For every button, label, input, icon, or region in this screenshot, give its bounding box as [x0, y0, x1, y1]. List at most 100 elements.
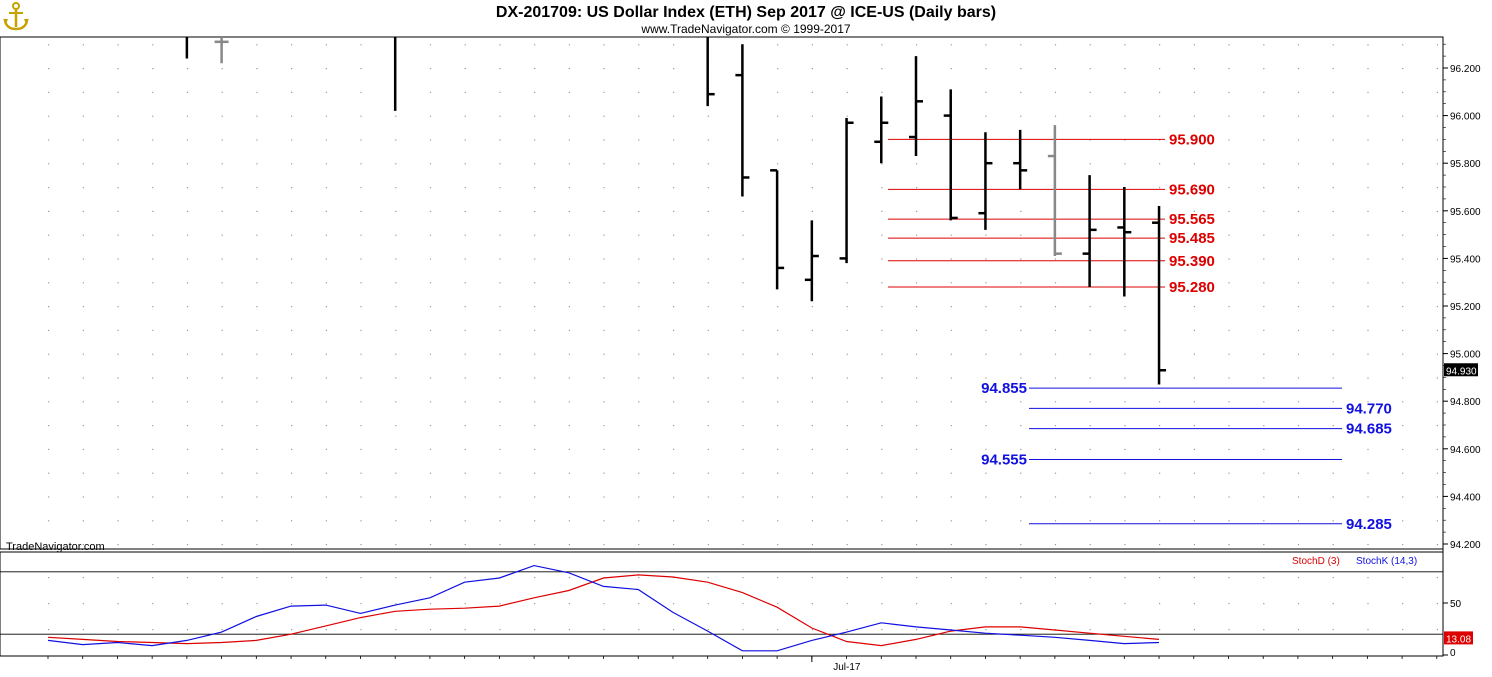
grid-dot	[707, 258, 709, 260]
grid-dot	[1297, 306, 1300, 308]
grid-dot	[1020, 377, 1022, 379]
grid-dot	[846, 44, 848, 46]
grid-dot	[291, 91, 293, 93]
grid-dot	[673, 496, 675, 498]
grid-dot	[1332, 377, 1334, 379]
grid-dot	[603, 520, 605, 522]
grid-dot	[1367, 520, 1369, 522]
grid-dot	[742, 210, 744, 212]
grid-dot	[534, 306, 536, 308]
grid-dot	[1124, 544, 1126, 546]
grid-dot	[1228, 401, 1230, 403]
resistance-label: 95.690	[1169, 181, 1215, 198]
grid-dot	[499, 496, 501, 498]
grid-dot	[429, 377, 432, 379]
grid-dot	[916, 496, 918, 498]
grid-dot	[256, 377, 258, 379]
grid-dot	[1228, 425, 1230, 427]
grid-dot	[568, 187, 570, 189]
grid-dot	[1402, 425, 1404, 427]
grid-dot	[1297, 425, 1300, 427]
grid-dot	[811, 520, 813, 522]
grid-dot	[742, 234, 744, 236]
grid-dot	[638, 496, 640, 498]
grid-dot	[1332, 187, 1334, 189]
grid-dot	[1159, 577, 1161, 579]
grid-dot	[1228, 472, 1230, 474]
grid-dot	[1193, 520, 1195, 522]
grid-dot	[950, 603, 952, 605]
grid-dot	[291, 44, 293, 46]
grid-dot	[186, 282, 189, 284]
grid-dot	[429, 163, 432, 165]
grid-dot	[811, 544, 813, 546]
grid-dot	[568, 91, 570, 93]
grid-dot	[1367, 91, 1369, 93]
grid-dot	[1124, 448, 1126, 450]
support-label: 94.770	[1346, 400, 1392, 417]
grid-dot	[221, 258, 223, 260]
grid-dot	[846, 425, 848, 427]
grid-dot	[742, 377, 744, 379]
grid-dot	[777, 139, 779, 141]
grid-dot	[1054, 353, 1057, 355]
grid-dot	[291, 377, 293, 379]
grid-dot	[1124, 353, 1126, 355]
grid-dot	[48, 544, 50, 546]
price-tick-label: 94.200	[1450, 540, 1481, 551]
grid-dot	[1263, 544, 1265, 546]
grid-dot	[950, 329, 952, 331]
grid-dot	[638, 377, 640, 379]
grid-dot	[464, 353, 466, 355]
grid-dot	[499, 520, 501, 522]
grid-dot	[985, 377, 987, 379]
grid-dot	[256, 187, 258, 189]
grid-dot	[1297, 603, 1300, 605]
grid-dot	[1367, 353, 1369, 355]
grid-dot	[881, 68, 883, 70]
grid-dot	[1020, 329, 1022, 331]
grid-dot	[291, 115, 293, 117]
grid-dot	[464, 496, 466, 498]
grid-dot	[811, 603, 813, 605]
grid-dot	[777, 544, 779, 546]
grid-dot	[82, 282, 84, 284]
grid-dot	[534, 210, 536, 212]
grid-dot	[811, 401, 813, 403]
grid-dot	[846, 91, 848, 93]
price-tick-label: 96.000	[1450, 112, 1481, 123]
grid-dot	[707, 520, 709, 522]
grid-dot	[1332, 629, 1334, 631]
grid-dot	[638, 115, 640, 117]
grid-dot	[499, 234, 501, 236]
grid-dot	[1089, 425, 1091, 427]
grid-dot	[534, 353, 536, 355]
grid-dot	[48, 520, 50, 522]
ohlc-bar	[1152, 206, 1167, 385]
grid-dot	[256, 603, 258, 605]
grid-dot	[707, 603, 709, 605]
grid-dot	[1263, 163, 1265, 165]
grid-dot	[534, 68, 536, 70]
grid-dot	[1297, 520, 1300, 522]
grid-dot	[1020, 234, 1022, 236]
grid-dot	[1089, 577, 1091, 579]
grid-dot	[534, 520, 536, 522]
last-price-badge-bg	[1444, 363, 1478, 377]
grid-dot	[881, 353, 883, 355]
grid-dot	[1332, 210, 1334, 212]
grid-dot	[325, 544, 327, 546]
ohlc-bar	[1013, 129, 1028, 190]
grid-dot	[1193, 139, 1195, 141]
grid-dot	[429, 448, 432, 450]
grid-dot	[499, 91, 501, 93]
grid-dot	[1054, 520, 1057, 522]
grid-dot	[291, 163, 293, 165]
grid-dot	[881, 448, 883, 450]
grid-dot	[1193, 353, 1195, 355]
grid-dot	[1124, 68, 1126, 70]
grid-dot	[1263, 496, 1265, 498]
grid-dot	[568, 629, 570, 631]
grid-dot	[464, 329, 466, 331]
grid-dot	[950, 401, 952, 403]
